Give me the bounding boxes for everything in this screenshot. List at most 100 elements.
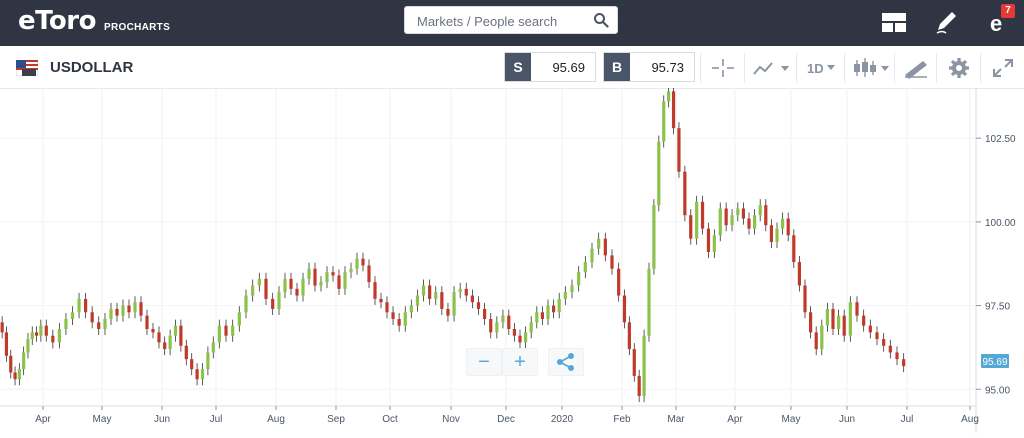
sell-button[interactable]: S 95.69: [504, 52, 596, 82]
candle-body: [97, 322, 101, 330]
candle-body: [17, 369, 21, 380]
buy-button[interactable]: B 95.73: [603, 52, 695, 82]
candle-body: [39, 325, 43, 336]
buy-label: B: [604, 53, 630, 81]
crosshair-button[interactable]: [700, 53, 744, 83]
candlestick-chart[interactable]: 102.50 100.00 97.50 95.00 Apr May Jun Jul Aug Se…: [0, 85, 1024, 433]
last-price-marker: 95.69: [981, 354, 1009, 368]
candle-body: [22, 352, 26, 370]
candle-body: [627, 322, 631, 350]
candle-body: [862, 315, 866, 326]
candle-body: [700, 201, 705, 229]
candle-body: [814, 332, 818, 350]
x-tick-label: Mar: [667, 414, 685, 425]
etoro-profile-icon[interactable]: e: [984, 8, 1012, 36]
candle-body: [434, 292, 438, 299]
candle-body: [409, 305, 413, 313]
settings-button[interactable]: [936, 53, 980, 83]
candle-body: [706, 228, 711, 253]
candle-body: [524, 332, 528, 343]
zoom-out-button[interactable]: −: [466, 348, 502, 376]
share-button[interactable]: [548, 348, 584, 376]
candle-body: [44, 325, 48, 336]
candle-body: [622, 295, 627, 323]
share-icon: [557, 353, 574, 371]
candle-body: [535, 312, 539, 323]
chart-grid: [0, 88, 976, 406]
candle-body: [825, 308, 829, 326]
last-price-label: 95.69: [982, 357, 1007, 368]
candle-body: [77, 298, 81, 313]
candle-body: [507, 315, 511, 330]
candle-body: [712, 235, 716, 253]
candle-body: [337, 275, 341, 289]
chart-type-button[interactable]: [744, 53, 796, 83]
candle-body: [552, 305, 556, 313]
candle-body: [610, 255, 614, 269]
candle-body: [476, 302, 481, 309]
candle-body: [391, 312, 395, 319]
candle-body: [301, 278, 305, 296]
candle-body: [677, 128, 681, 172]
candle-body: [157, 332, 161, 343]
crosshair-icon: [712, 59, 734, 77]
candle-body: [34, 332, 39, 336]
x-tick-label: Aug: [961, 414, 979, 425]
drawing-tools-button[interactable]: [894, 53, 936, 83]
y-tick-label: 97.50: [985, 302, 1010, 313]
candle-body: [379, 298, 383, 303]
etoro-logo[interactable]: eToro: [18, 6, 96, 36]
notification-badge[interactable]: 7: [1001, 4, 1015, 18]
zoom-in-button[interactable]: +: [502, 348, 538, 376]
candle-body: [518, 335, 522, 343]
candle-body: [458, 288, 462, 293]
layout-icon[interactable]: [880, 8, 908, 36]
candle-body: [855, 302, 859, 316]
price-chart[interactable]: 102.50 100.00 97.50 95.00 Apr May Jun Jul Aug Se…: [0, 85, 1024, 433]
candle-body: [741, 208, 745, 219]
candle-body: [103, 318, 107, 330]
x-tick-label: Jul: [901, 414, 914, 425]
candle-body: [319, 282, 323, 286]
candle-body: [13, 372, 17, 380]
candle-body: [446, 308, 450, 316]
candle-body: [421, 285, 426, 296]
pencil-icon[interactable]: [932, 8, 960, 36]
candle-body: [501, 315, 505, 323]
candle-body: [397, 318, 401, 326]
search-box[interactable]: [404, 6, 618, 34]
candle-body: [200, 369, 205, 380]
candle-body: [244, 295, 248, 313]
candle-body: [512, 329, 516, 336]
candle-body: [428, 285, 432, 299]
fullscreen-button[interactable]: [980, 53, 1024, 83]
sell-price: 95.69: [552, 60, 585, 75]
candle-body: [251, 285, 255, 296]
candle-body: [361, 258, 365, 266]
candle-body: [179, 325, 183, 346]
candle-style-button[interactable]: [844, 53, 894, 83]
y-tick-label: 100.00: [985, 218, 1016, 229]
top-navigation-bar: eToro PROCHARTS e 7: [0, 0, 1024, 46]
candle-body: [895, 352, 899, 360]
search-icon[interactable]: [593, 12, 609, 28]
search-input[interactable]: [415, 11, 589, 31]
candle-body: [271, 298, 275, 309]
candle-body: [277, 292, 281, 309]
x-tick-label: Apr: [35, 414, 51, 425]
candle-body: [875, 332, 879, 340]
candle-body: [295, 288, 299, 296]
candle-body: [355, 258, 359, 269]
candle-body: [764, 205, 768, 226]
candle-body: [546, 305, 550, 319]
candle-body: [617, 268, 621, 296]
candle-body: [769, 225, 773, 242]
candle-body: [184, 345, 188, 360]
timeframe-dropdown[interactable]: 1D: [796, 53, 844, 83]
candle-body: [26, 339, 30, 353]
candle-body: [809, 312, 813, 333]
candle-body: [139, 302, 143, 316]
candle-body: [4, 332, 9, 356]
candle-body: [343, 272, 347, 289]
procharts-label: PROCHARTS: [104, 22, 171, 33]
